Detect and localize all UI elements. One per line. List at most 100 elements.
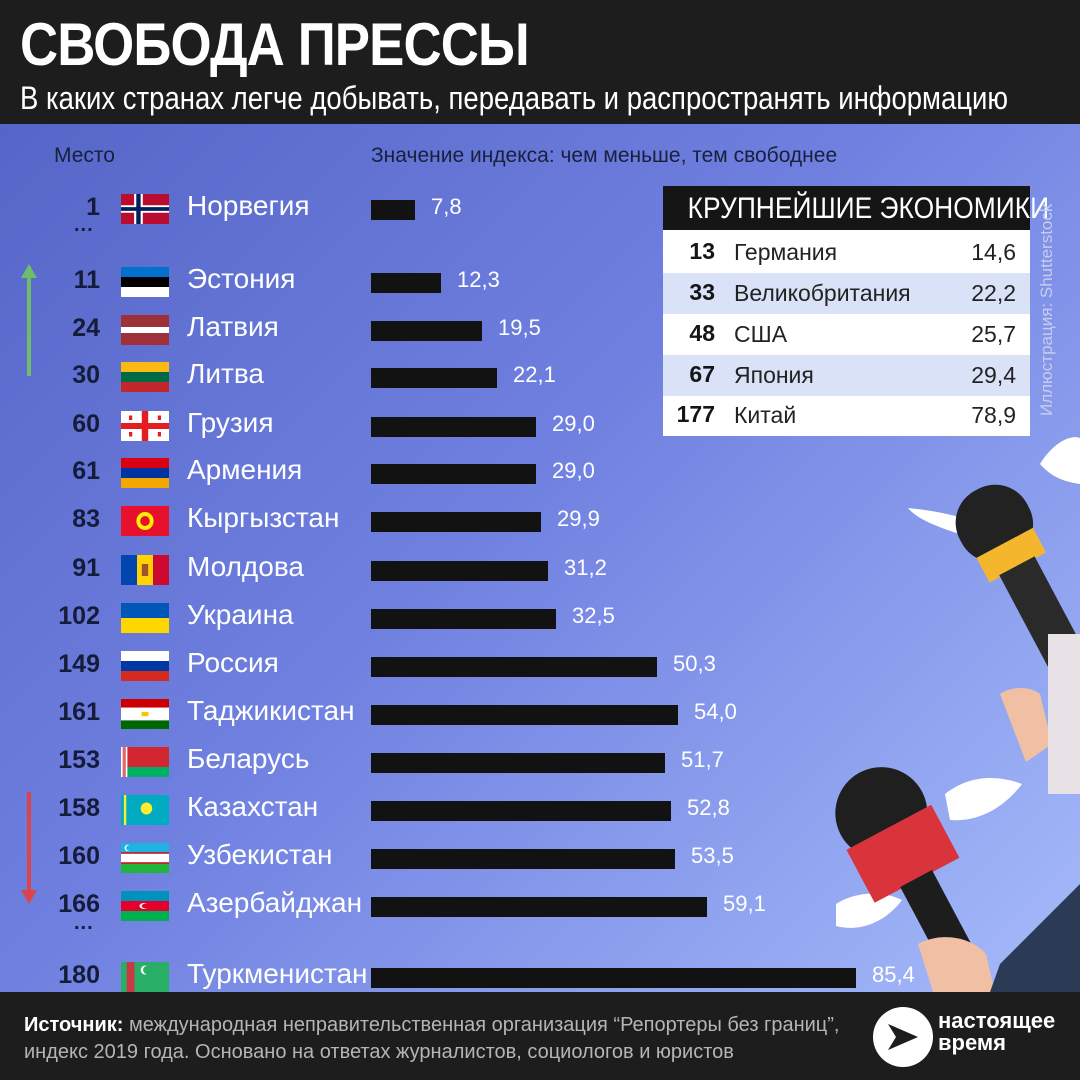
estonia-flag-icon	[121, 267, 169, 297]
rank-label: 11	[73, 266, 100, 294]
value-label: 7,8	[431, 194, 462, 219]
value-label: 19,5	[498, 315, 541, 340]
header: СВОБОДА ПРЕССЫ В каких странах легче доб…	[0, 0, 1080, 124]
rank-label: 160	[58, 842, 100, 870]
economy-rank: 177	[676, 401, 715, 427]
latvia-flag-icon	[121, 315, 169, 345]
turkmenistan-flag-icon	[121, 962, 169, 992]
uzbekistan-flag-icon	[121, 843, 169, 873]
value-label: 50,3	[673, 651, 716, 676]
kazakhstan-flag-icon	[121, 795, 169, 825]
rank-label: 153	[58, 746, 100, 774]
chart-area: Место Значение индекса: чем меньше, тем …	[0, 124, 1080, 992]
rank-column-header: Место	[54, 144, 115, 167]
economy-country: Китай	[734, 402, 797, 428]
economy-row: 48 США 25,7	[663, 314, 1030, 355]
rank-label: 61	[72, 457, 100, 485]
value-label: 29,0	[552, 458, 595, 483]
ukraine-flag-icon	[121, 603, 169, 633]
country-label: Грузия	[187, 407, 274, 438]
value-label: 52,8	[687, 795, 730, 820]
economy-country: США	[734, 321, 788, 347]
wing-icon	[836, 893, 902, 928]
bar	[371, 512, 541, 532]
country-label: Молдова	[187, 551, 304, 582]
country-label: Беларусь	[187, 743, 310, 774]
tajikistan-flag-icon	[121, 699, 169, 729]
country-label: Россия	[187, 647, 279, 678]
bar	[371, 897, 707, 917]
bar	[371, 801, 671, 821]
rank-label: 161	[58, 698, 100, 726]
country-label: Эстония	[187, 263, 296, 294]
value-label: 51,7	[681, 747, 724, 772]
economy-value: 22,2	[971, 280, 1016, 306]
country-label: Казахстан	[187, 791, 319, 822]
country-label: Украина	[187, 599, 294, 630]
economy-country: Германия	[734, 239, 838, 265]
bar	[371, 968, 856, 988]
bar	[371, 273, 441, 293]
bar	[371, 753, 665, 773]
largest-economies-table: КРУПНЕЙШИЕ ЭКОНОМИКИ 13 Германия 14,6 33 Вел…	[663, 186, 1049, 436]
economy-row: 67 Япония 29,4	[663, 355, 1030, 396]
bar	[371, 464, 536, 484]
economy-country: Япония	[734, 362, 814, 388]
economy-rank: 33	[689, 279, 715, 305]
rank-label: 149	[58, 650, 100, 678]
source-label: Источник:	[24, 1014, 124, 1036]
value-label: 53,5	[691, 843, 734, 868]
belarus-flag-icon	[121, 747, 169, 777]
economy-rank: 67	[689, 361, 715, 387]
rank-label: 158	[58, 794, 100, 822]
economy-value: 29,4	[971, 362, 1016, 388]
microphones-illustration	[835, 437, 1080, 992]
rank-label: 83	[72, 505, 100, 533]
illustration-credit: Иллюстрация: Shutterstock	[1037, 203, 1056, 416]
georgia-flag-icon	[121, 411, 169, 441]
economy-value: 14,6	[971, 239, 1016, 265]
azerbaijan-flag-icon	[121, 891, 169, 921]
value-label: 54,0	[694, 699, 737, 724]
ellipsis-top: ...	[74, 214, 94, 236]
rank-label: 102	[58, 602, 100, 630]
moldova-flag-icon	[121, 555, 169, 585]
kyrgyzstan-flag-icon	[121, 506, 169, 536]
rank-label: 60	[72, 410, 100, 438]
value-label: 22,1	[513, 362, 556, 387]
rank-label: 1	[86, 193, 100, 221]
bar	[371, 368, 497, 388]
ellipsis-bottom: ...	[74, 912, 94, 934]
country-label: Азербайджан	[187, 887, 363, 918]
bar	[371, 200, 415, 220]
country-label: Туркменистан	[187, 958, 368, 989]
source-text: международная неправительственная органи…	[123, 1014, 840, 1036]
rank-label: 180	[58, 961, 100, 989]
logo-icon	[873, 1007, 933, 1067]
bar	[371, 417, 536, 437]
bar	[371, 609, 556, 629]
value-label: 29,9	[557, 506, 600, 531]
bar	[371, 561, 548, 581]
country-label: Латвия	[187, 311, 279, 342]
value-label: 29,0	[552, 411, 595, 436]
armenia-flag-icon	[121, 458, 169, 488]
value-label: 59,1	[723, 891, 766, 916]
bar	[371, 657, 657, 677]
rank-label: 24	[72, 314, 100, 342]
russia-flag-icon	[121, 651, 169, 681]
country-label: Литва	[187, 358, 264, 389]
wing-icon	[1040, 437, 1080, 484]
norway-flag-icon	[121, 194, 169, 224]
value-label: 32,5	[572, 603, 615, 628]
country-label: Таджикистан	[187, 695, 355, 726]
rank-label: 91	[72, 554, 100, 582]
economy-row: 177 Китай 78,9	[663, 395, 1030, 436]
bar	[371, 849, 675, 869]
economy-rank: 48	[689, 320, 715, 346]
down-arrow-icon	[21, 792, 37, 904]
page-title: СВОБОДА ПРЕССЫ	[20, 11, 530, 78]
wing-icon	[908, 508, 970, 536]
economies-title: КРУПНЕЙШИЕ ЭКОНОМИКИ	[663, 186, 1049, 230]
rank-label: 30	[72, 361, 100, 389]
